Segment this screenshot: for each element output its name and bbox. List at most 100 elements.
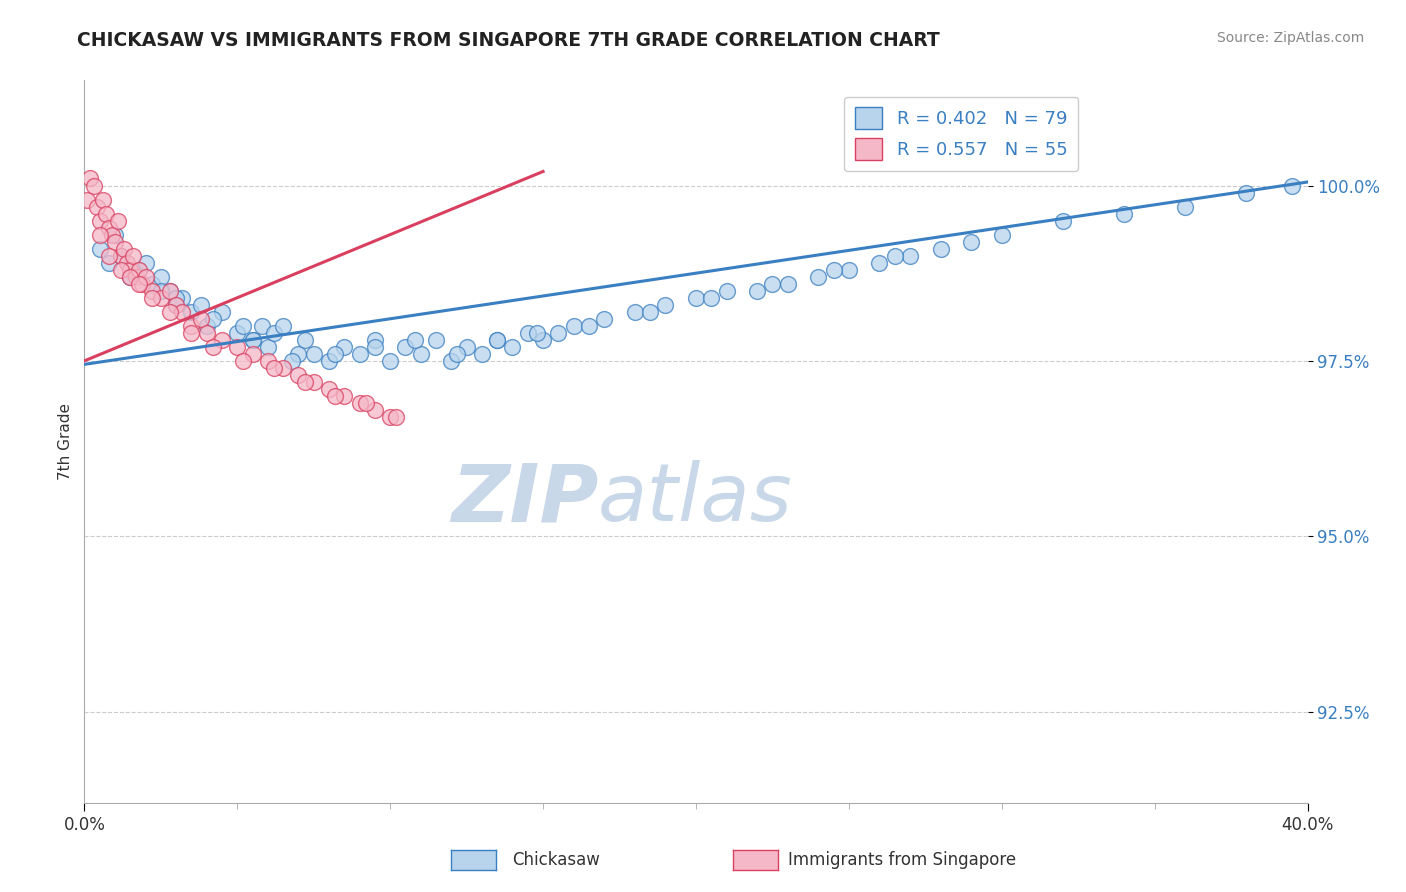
Point: [89, 213, 111, 227]
Point: [94, 206, 117, 220]
Point: [141, 291, 163, 305]
Point: [302, 347, 325, 361]
Point: [120, 262, 142, 277]
Y-axis label: 7th Grade: 7th Grade: [58, 403, 73, 480]
Point: [333, 340, 356, 354]
Legend: R = 0.402   N = 79, R = 0.557   N = 55: R = 0.402 N = 79, R = 0.557 N = 55: [845, 96, 1078, 171]
Point: [97, 249, 120, 263]
Point: [761, 277, 783, 291]
Point: [257, 354, 280, 368]
Text: Source: ZipAtlas.com: Source: ZipAtlas.com: [1216, 31, 1364, 45]
Point: [1281, 178, 1303, 193]
Point: [502, 340, 524, 354]
Point: [135, 255, 157, 269]
Point: [929, 242, 952, 256]
Point: [898, 249, 921, 263]
Point: [486, 333, 509, 347]
Text: ZIP: ZIP: [451, 460, 598, 539]
Point: [226, 340, 249, 354]
Point: [294, 375, 316, 389]
Point: [446, 347, 468, 361]
Point: [165, 291, 187, 305]
Point: [110, 249, 132, 263]
Point: [440, 354, 463, 368]
Point: [180, 326, 202, 340]
Point: [716, 284, 738, 298]
Text: Chickasaw: Chickasaw: [512, 851, 600, 869]
Point: [112, 242, 135, 256]
Point: [91, 193, 114, 207]
Point: [110, 262, 132, 277]
Point: [404, 333, 426, 347]
Point: [823, 262, 845, 277]
Point: [120, 269, 142, 284]
Point: [776, 277, 799, 291]
Point: [242, 333, 264, 347]
Point: [76, 193, 98, 207]
Point: [128, 262, 150, 277]
Point: [486, 333, 509, 347]
Point: [107, 213, 129, 227]
Point: [700, 291, 723, 305]
Point: [364, 333, 387, 347]
Point: [380, 354, 402, 368]
Point: [104, 227, 127, 242]
Point: [110, 249, 132, 263]
Point: [364, 403, 387, 417]
Point: [1236, 186, 1258, 200]
Point: [526, 326, 548, 340]
Text: CHICKASAW VS IMMIGRANTS FROM SINGAPORE 7TH GRADE CORRELATION CHART: CHICKASAW VS IMMIGRANTS FROM SINGAPORE 7…: [77, 31, 941, 50]
Point: [960, 235, 983, 249]
Point: [578, 318, 600, 333]
Point: [195, 326, 218, 340]
Point: [471, 347, 494, 361]
Point: [287, 347, 309, 361]
Point: [172, 305, 194, 319]
Point: [125, 269, 148, 284]
Point: [159, 284, 181, 298]
Point: [394, 340, 416, 354]
Point: [149, 284, 172, 298]
Point: [271, 360, 294, 375]
Point: [685, 291, 707, 305]
Point: [425, 333, 447, 347]
Point: [747, 284, 769, 298]
Point: [86, 200, 108, 214]
Point: [89, 227, 111, 242]
Point: [165, 298, 187, 312]
Text: Immigrants from Singapore: Immigrants from Singapore: [787, 851, 1017, 869]
Point: [128, 277, 150, 291]
Point: [250, 318, 273, 333]
Point: [869, 255, 891, 269]
Point: [190, 311, 212, 326]
Point: [302, 375, 325, 389]
Point: [263, 360, 285, 375]
Point: [1052, 213, 1074, 227]
Point: [172, 291, 194, 305]
Point: [232, 354, 254, 368]
Point: [141, 284, 163, 298]
Point: [364, 340, 387, 354]
Point: [159, 305, 181, 319]
Point: [101, 227, 124, 242]
Point: [547, 326, 569, 340]
Point: [257, 340, 280, 354]
Point: [318, 354, 340, 368]
Point: [638, 305, 661, 319]
Point: [135, 269, 157, 284]
Point: [83, 178, 105, 193]
Point: [180, 305, 202, 319]
Point: [294, 333, 316, 347]
Point: [195, 318, 218, 333]
Point: [232, 318, 254, 333]
Point: [242, 333, 264, 347]
Point: [409, 347, 432, 361]
Point: [287, 368, 309, 382]
Text: atlas: atlas: [598, 460, 793, 539]
Point: [281, 354, 304, 368]
Point: [516, 326, 538, 340]
Point: [838, 262, 860, 277]
Point: [149, 291, 172, 305]
Point: [97, 255, 120, 269]
Point: [883, 249, 905, 263]
